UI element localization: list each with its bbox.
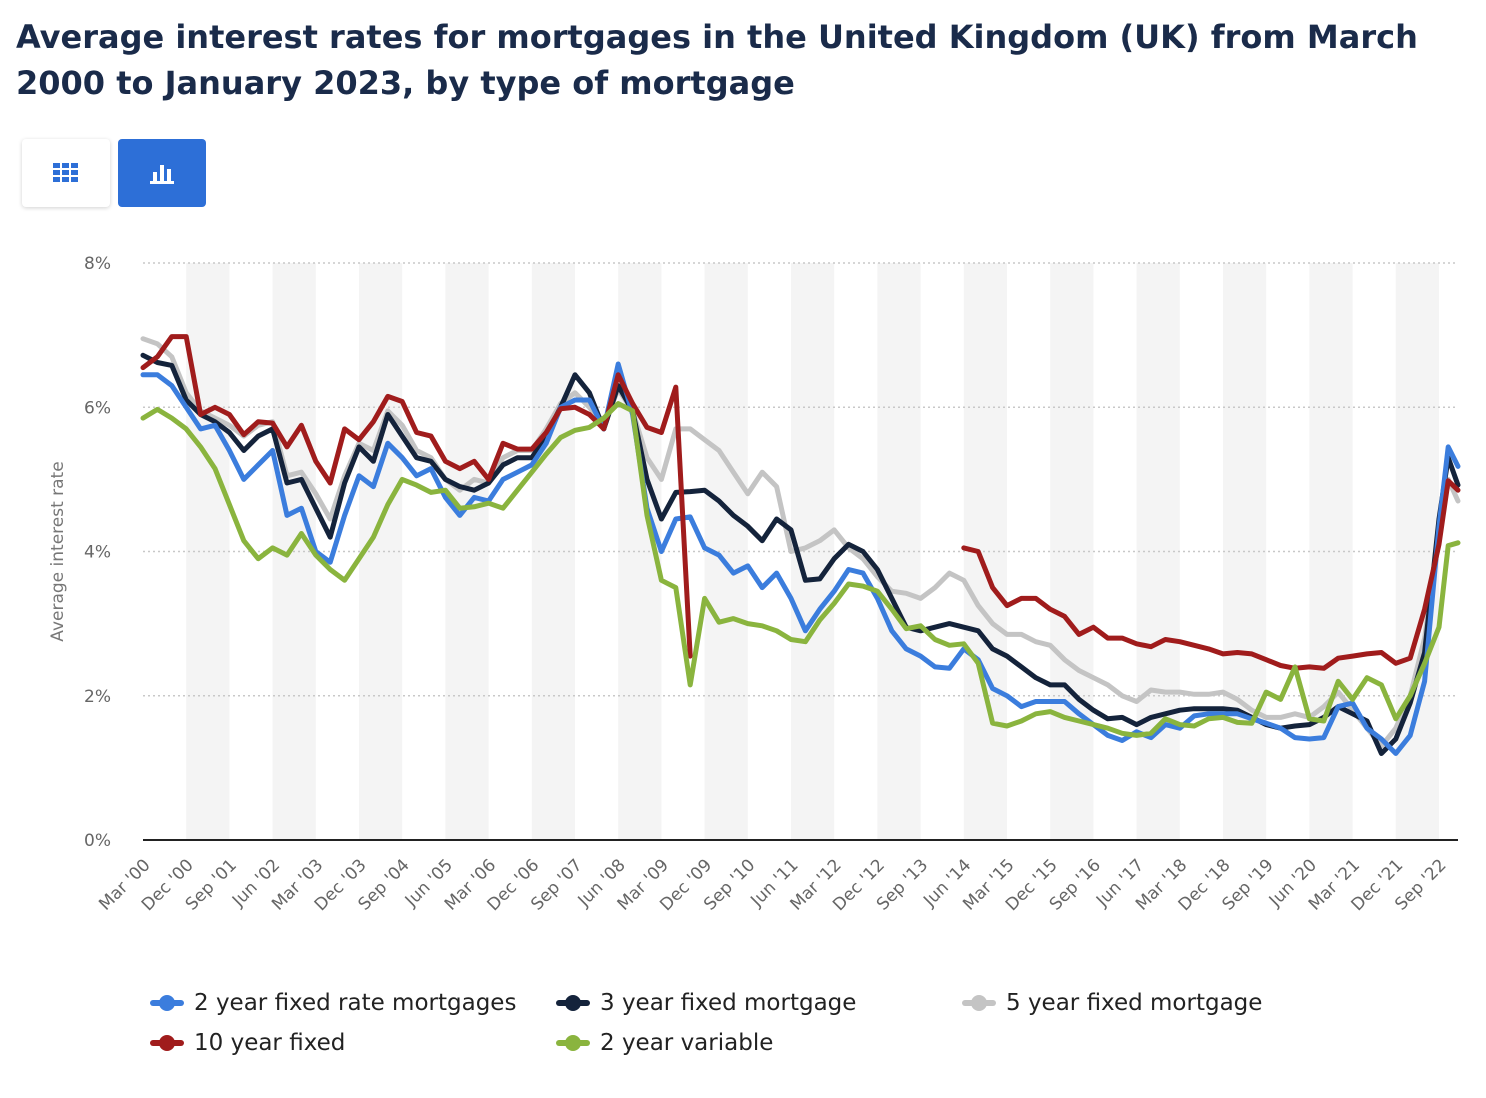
legend-item[interactable]: 10 year fixed	[150, 1030, 345, 1056]
legend-label: 2 year variable	[600, 1030, 774, 1056]
legend-item[interactable]: 3 year fixed mortgage	[556, 990, 856, 1016]
page-title: Average interest rates for mortgages in …	[16, 18, 1418, 102]
y-tick-label: 4%	[84, 543, 111, 563]
legend-marker-icon	[962, 993, 996, 1013]
legend-label: 10 year fixed	[194, 1030, 346, 1056]
background-band	[1395, 263, 1439, 840]
y-tick-label: 6%	[84, 398, 111, 418]
series-line-2-year-fixed-rate-mortgages[interactable]	[140, 361, 1461, 756]
legend-label: 3 year fixed mortgage	[600, 990, 857, 1016]
legend-label: 5 year fixed mortgage	[1006, 990, 1263, 1016]
y-axis-label: Average interest rate	[48, 461, 68, 641]
series-line-2-year-variable[interactable]	[140, 401, 1461, 738]
series-line-10-year-fixed[interactable]	[961, 478, 1461, 671]
background-band	[445, 263, 489, 840]
background-band	[1309, 263, 1353, 840]
series-line-5-year-fixed-mortgage[interactable]	[140, 336, 1461, 749]
legend-item[interactable]: 5 year fixed mortgage	[962, 990, 1262, 1016]
bar-chart-icon	[150, 165, 174, 184]
table-view-button[interactable]	[22, 139, 110, 207]
y-tick-label: 0%	[84, 831, 111, 851]
legend-marker-icon	[150, 993, 184, 1013]
y-grid: 0% 2% 4% 6% 8%	[84, 254, 1458, 851]
line-chart: 0% 2% 4% 6% 8% Average interest rate Mar '00De…	[48, 254, 1461, 915]
grid-icon	[53, 163, 78, 182]
y-tick-label: 8%	[84, 254, 111, 274]
legend-marker-icon	[150, 1033, 184, 1053]
legend-item[interactable]: 2 year fixed rate mortgages	[150, 990, 516, 1016]
background-band	[186, 263, 230, 840]
legend-label: 2 year fixed rate mortgages	[194, 990, 517, 1016]
chart-view-button[interactable]	[118, 139, 206, 207]
legend-item[interactable]: 2 year variable	[556, 1030, 773, 1056]
y-tick-label: 2%	[84, 687, 111, 707]
view-toggle	[22, 139, 206, 207]
legend-marker-icon	[556, 1033, 590, 1053]
background-band	[1050, 263, 1094, 840]
legend-marker-icon	[556, 993, 590, 1013]
